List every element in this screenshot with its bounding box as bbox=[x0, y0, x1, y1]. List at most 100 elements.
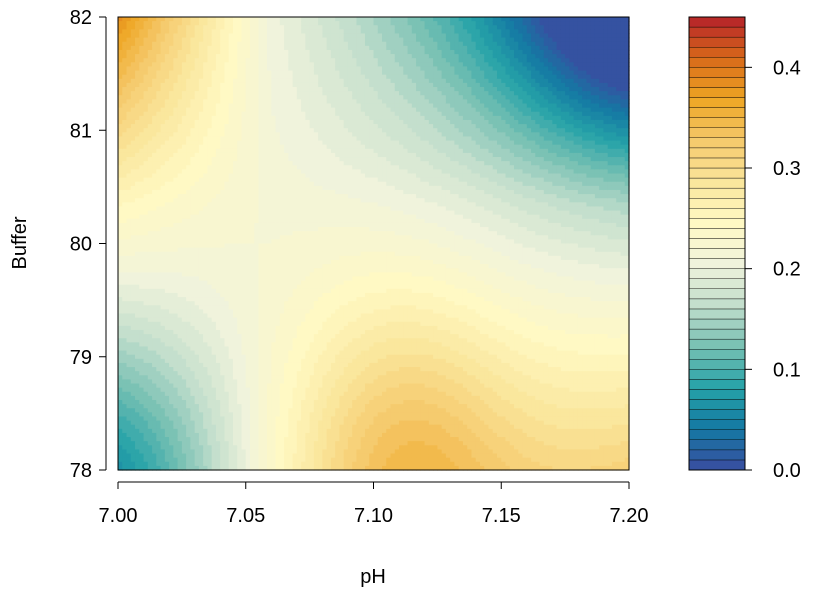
heatmap-cell bbox=[309, 49, 315, 55]
heatmap-cell bbox=[152, 25, 157, 30]
heatmap-cell bbox=[220, 243, 226, 249]
heatmap-cell bbox=[224, 128, 230, 133]
heatmap-cell bbox=[156, 91, 162, 96]
heatmap-cell bbox=[181, 33, 187, 39]
heatmap-cell bbox=[301, 62, 306, 68]
heatmap-cell bbox=[122, 58, 128, 63]
heatmap-cell bbox=[126, 41, 132, 47]
heatmap-cell bbox=[207, 362, 213, 368]
heatmap-cell bbox=[160, 309, 166, 315]
heatmap-cell bbox=[181, 62, 187, 68]
heatmap-cell bbox=[130, 62, 136, 68]
heatmap-cell bbox=[267, 198, 272, 203]
heatmap-cell bbox=[135, 383, 140, 389]
heatmap-cell bbox=[135, 284, 140, 290]
heatmap-cell bbox=[135, 231, 140, 236]
heatmap-cell bbox=[152, 210, 157, 216]
heatmap-cell bbox=[275, 231, 281, 236]
heatmap-cell bbox=[224, 461, 230, 467]
heatmap-cell bbox=[309, 45, 315, 51]
heatmap-cell bbox=[190, 202, 196, 208]
heatmap-cell bbox=[220, 297, 226, 302]
heatmap-cell bbox=[169, 424, 174, 430]
heatmap-cell bbox=[152, 465, 157, 471]
heatmap-cell bbox=[130, 239, 136, 245]
heatmap-cell bbox=[288, 391, 294, 397]
heatmap-cell bbox=[250, 140, 255, 146]
heatmap-cell bbox=[211, 181, 217, 187]
heatmap-cell bbox=[237, 395, 243, 401]
heatmap-cell bbox=[250, 194, 255, 199]
heatmap-cell bbox=[177, 445, 183, 451]
heatmap-cell bbox=[296, 264, 302, 269]
heatmap-cell bbox=[232, 445, 238, 451]
heatmap-cell bbox=[292, 416, 298, 422]
heatmap-cell bbox=[250, 445, 255, 451]
heatmap-cell bbox=[156, 62, 162, 68]
heatmap-cell bbox=[220, 21, 226, 26]
heatmap-cell bbox=[220, 198, 226, 203]
heatmap-cell bbox=[207, 239, 213, 245]
heatmap-cell bbox=[284, 342, 289, 348]
heatmap-cell bbox=[135, 66, 140, 72]
heatmap-cell bbox=[288, 17, 294, 22]
heatmap-cell bbox=[241, 313, 247, 319]
heatmap-cell bbox=[194, 297, 200, 302]
heatmap-cell bbox=[211, 111, 217, 117]
heatmap-cell bbox=[228, 404, 234, 409]
heatmap-cell bbox=[190, 194, 196, 199]
heatmap-cell bbox=[139, 346, 145, 352]
heatmap-cell bbox=[271, 412, 277, 418]
heatmap-cell bbox=[126, 408, 132, 413]
heatmap-cell bbox=[143, 404, 149, 409]
heatmap-cell bbox=[190, 399, 196, 405]
heatmap-cell bbox=[284, 338, 289, 343]
heatmap-cell bbox=[173, 416, 179, 422]
heatmap-cell bbox=[267, 194, 272, 199]
heatmap-cell bbox=[177, 194, 183, 199]
heatmap-cell bbox=[160, 346, 166, 352]
heatmap-cell bbox=[284, 140, 289, 146]
heatmap-cell bbox=[160, 82, 166, 88]
heatmap-cell bbox=[228, 288, 234, 294]
heatmap-cell bbox=[135, 70, 140, 76]
heatmap-cell bbox=[160, 45, 166, 51]
heatmap-cell bbox=[292, 292, 298, 298]
heatmap-cell bbox=[198, 284, 204, 290]
heatmap-cell bbox=[258, 342, 264, 348]
heatmap-cell bbox=[245, 465, 251, 471]
heatmap-cell bbox=[301, 227, 306, 232]
heatmap-cell bbox=[284, 62, 289, 68]
heatmap-cell bbox=[152, 99, 157, 105]
heatmap-cell bbox=[207, 49, 213, 55]
heatmap-cell bbox=[160, 78, 166, 84]
heatmap-cell bbox=[203, 239, 209, 245]
heatmap-cell bbox=[118, 371, 123, 376]
heatmap-cell bbox=[215, 66, 221, 72]
heatmap-cell bbox=[181, 247, 187, 253]
heatmap-cell bbox=[220, 354, 226, 360]
heatmap-cell bbox=[275, 292, 281, 298]
heatmap-cell bbox=[284, 457, 289, 463]
heatmap-cell bbox=[130, 95, 136, 100]
heatmap-cell bbox=[245, 375, 251, 380]
heatmap-cell bbox=[126, 247, 132, 253]
heatmap-cell bbox=[173, 445, 179, 451]
heatmap-cell bbox=[173, 198, 179, 203]
heatmap-cell bbox=[224, 441, 230, 446]
heatmap-cell bbox=[267, 243, 272, 249]
heatmap-cell bbox=[198, 334, 204, 339]
heatmap-cell bbox=[143, 408, 149, 413]
heatmap-cell bbox=[296, 276, 302, 282]
heatmap-cell bbox=[177, 87, 183, 92]
heatmap-cell bbox=[267, 173, 272, 179]
heatmap-cell bbox=[258, 107, 264, 113]
heatmap-cell bbox=[181, 457, 187, 463]
heatmap-cell bbox=[262, 457, 268, 463]
heatmap-cell bbox=[267, 259, 272, 265]
heatmap-cell bbox=[190, 17, 196, 22]
heatmap-cell bbox=[232, 268, 238, 273]
heatmap-cell bbox=[194, 395, 200, 401]
heatmap-cell bbox=[173, 161, 179, 166]
